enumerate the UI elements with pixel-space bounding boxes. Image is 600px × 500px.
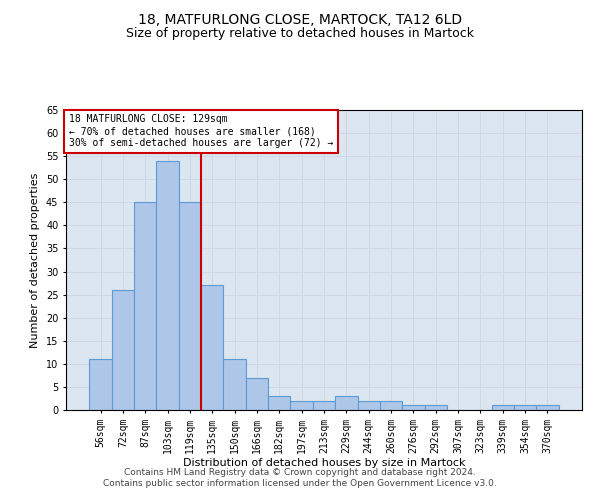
Text: 18, MATFURLONG CLOSE, MARTOCK, TA12 6LD: 18, MATFURLONG CLOSE, MARTOCK, TA12 6LD (138, 12, 462, 26)
Bar (536, 406, 559, 410)
Text: Contains HM Land Registry data © Crown copyright and database right 2024.
Contai: Contains HM Land Registry data © Crown c… (103, 468, 497, 487)
Bar (514, 406, 536, 410)
Text: Size of property relative to detached houses in Martock: Size of property relative to detached ho… (126, 28, 474, 40)
Bar (134, 202, 157, 410)
Bar (246, 378, 268, 410)
Bar (179, 202, 201, 410)
Y-axis label: Number of detached properties: Number of detached properties (31, 172, 40, 348)
Bar (112, 290, 134, 410)
Bar (268, 396, 290, 410)
Bar (157, 161, 179, 410)
Bar (89, 359, 112, 410)
Bar (380, 401, 402, 410)
Bar (491, 406, 514, 410)
Bar (425, 406, 447, 410)
Text: 18 MATFURLONG CLOSE: 129sqm
← 70% of detached houses are smaller (168)
30% of se: 18 MATFURLONG CLOSE: 129sqm ← 70% of det… (68, 114, 333, 148)
Bar (223, 359, 246, 410)
Bar (313, 401, 335, 410)
Bar (358, 401, 380, 410)
Bar (402, 406, 425, 410)
Bar (290, 401, 313, 410)
Bar (201, 286, 223, 410)
X-axis label: Distribution of detached houses by size in Martock: Distribution of detached houses by size … (183, 458, 465, 468)
Bar (335, 396, 358, 410)
